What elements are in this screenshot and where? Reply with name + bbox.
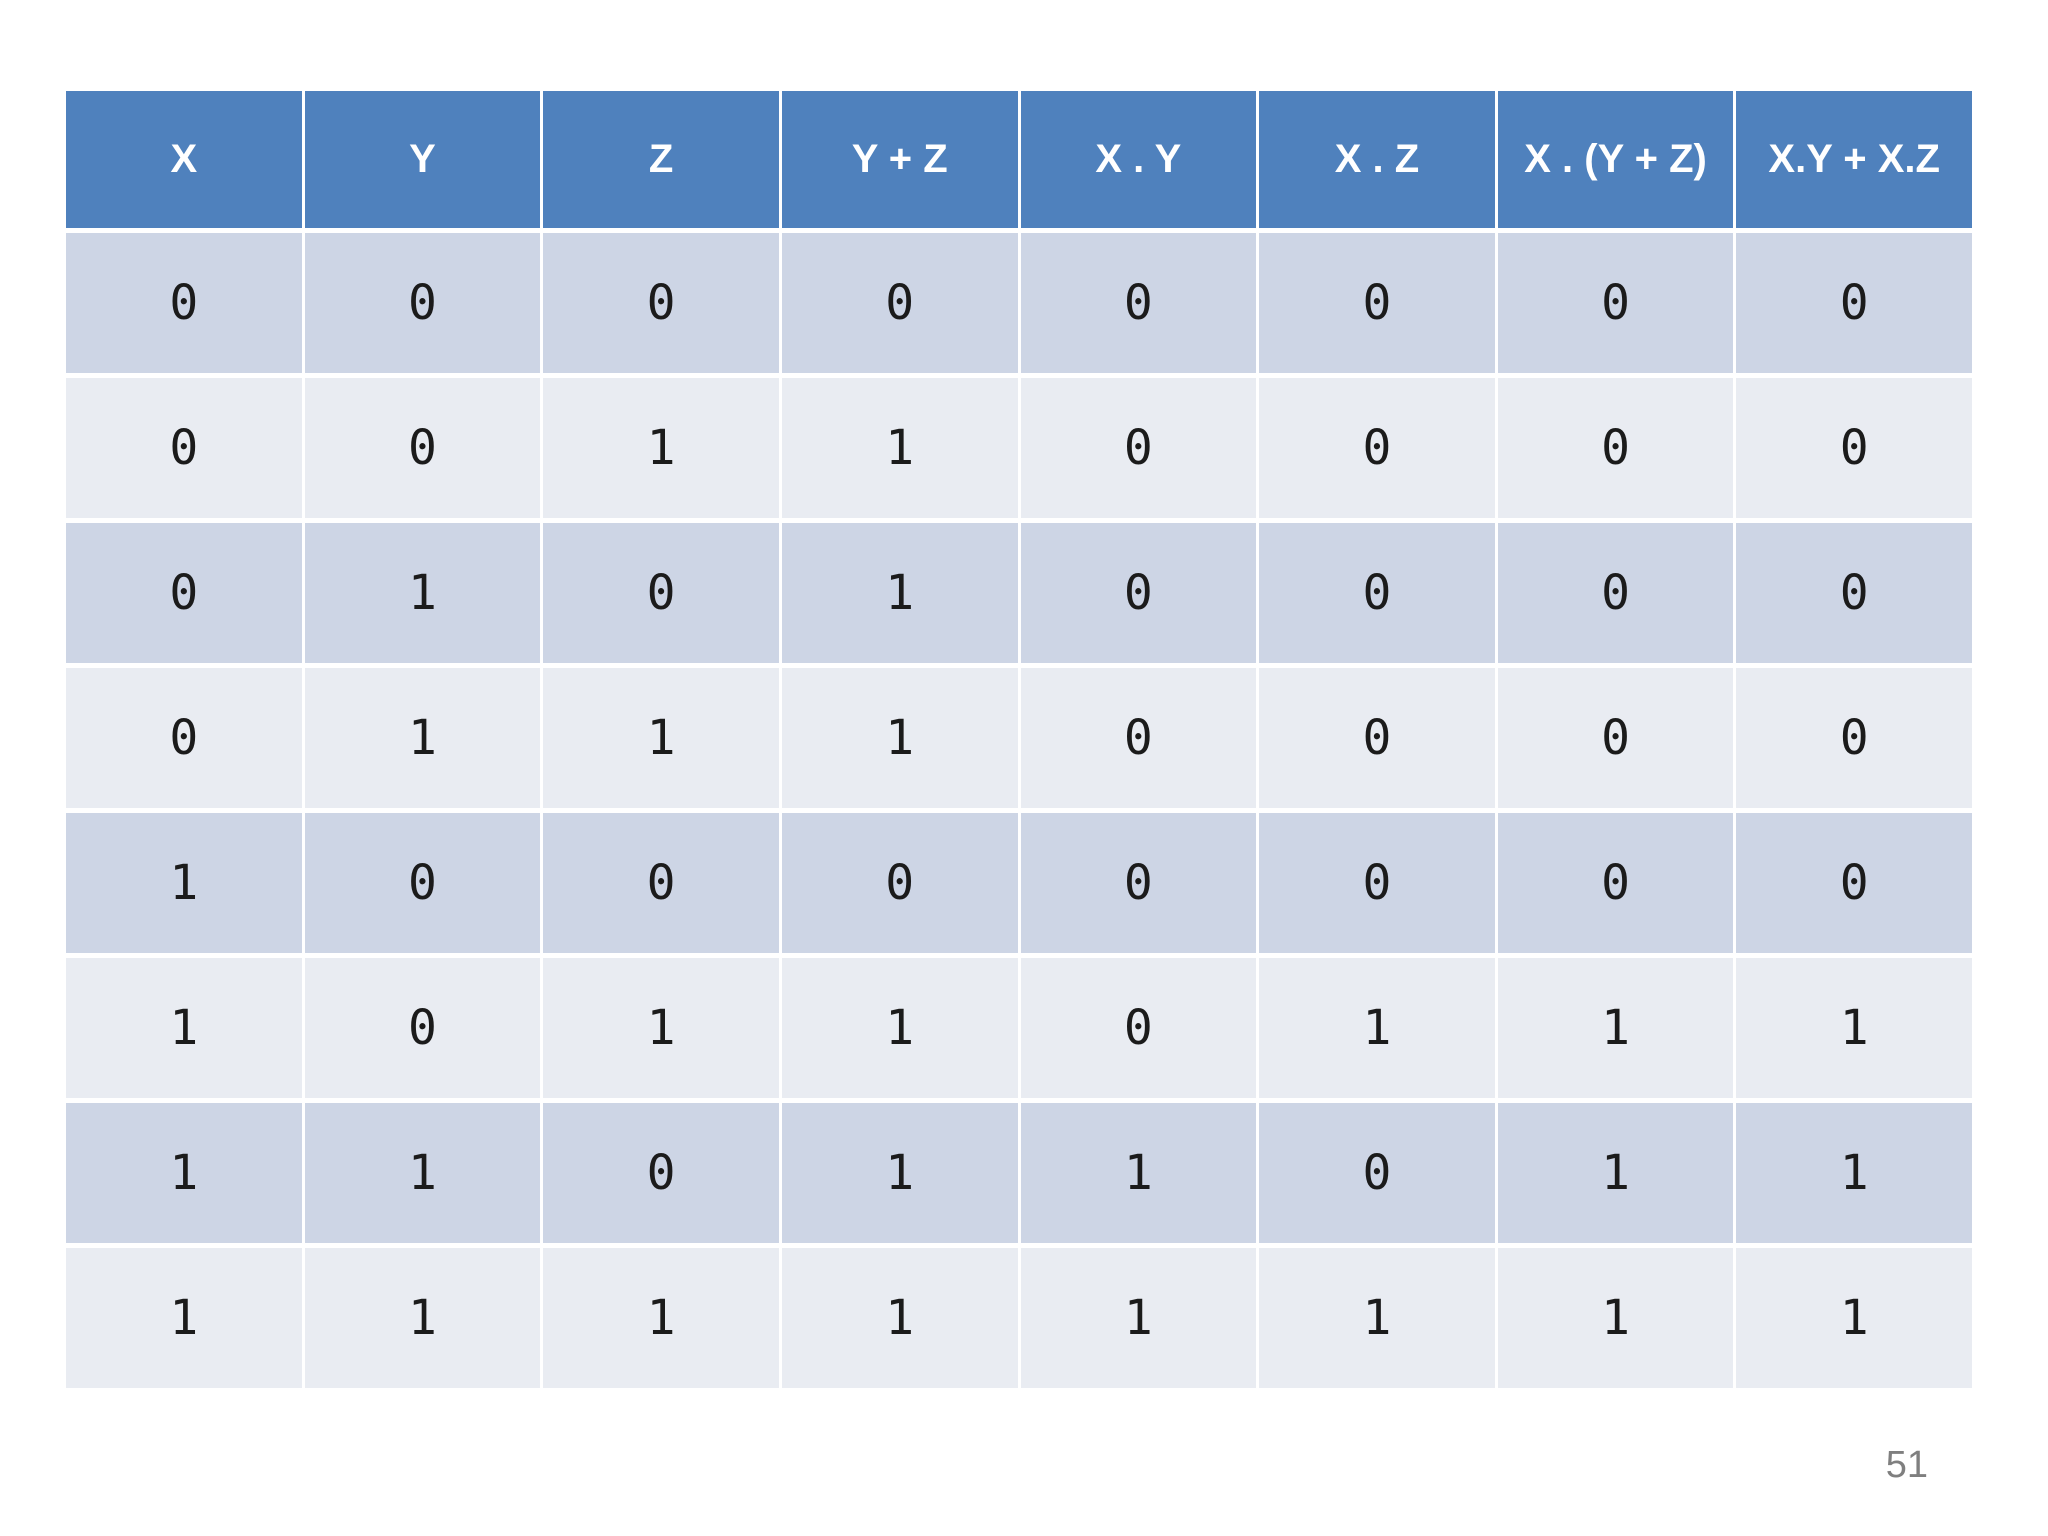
column-header: Y [304, 91, 541, 228]
table-cell: 1 [1736, 1248, 1972, 1388]
column-header: Y + Z [781, 91, 1018, 228]
table-cell: 0 [543, 813, 779, 953]
table-cell: 1 [543, 378, 779, 518]
table-cell: 1 [304, 523, 541, 663]
table-cell: 1 [1497, 958, 1734, 1098]
table-cell: 1 [66, 813, 302, 953]
table-cell: 0 [1736, 233, 1972, 373]
column-header: Z [543, 91, 779, 228]
table-cell: 1 [66, 958, 302, 1098]
table-cell: 0 [1736, 813, 1972, 953]
table-cell: 0 [1497, 813, 1734, 953]
table-cell: 0 [66, 233, 302, 373]
table-cell: 1 [781, 523, 1018, 663]
table-cell: 1 [1497, 1248, 1734, 1388]
table-cell: 0 [1259, 813, 1495, 953]
table-cell: 0 [1497, 523, 1734, 663]
column-header: X . Y [1020, 91, 1257, 228]
table-cell: 0 [781, 233, 1018, 373]
table-cell: 0 [1259, 668, 1495, 808]
column-header: X . (Y + Z) [1497, 91, 1734, 228]
table-cell: 0 [1020, 813, 1257, 953]
table-cell: 1 [1736, 1103, 1972, 1243]
column-header: X [66, 91, 302, 228]
table-cell: 1 [304, 1248, 541, 1388]
table-cell: 0 [1259, 378, 1495, 518]
table-cell: 0 [304, 378, 541, 518]
table-cell: 1 [66, 1103, 302, 1243]
table-cell: 0 [543, 523, 779, 663]
table-cell: 1 [543, 668, 779, 808]
table-cell: 1 [304, 1103, 541, 1243]
table-cell: 0 [304, 813, 541, 953]
table-cell: 1 [1259, 1248, 1495, 1388]
table-cell: 0 [1497, 233, 1734, 373]
table-cell: 1 [781, 1103, 1018, 1243]
table-cell: 1 [1497, 1103, 1734, 1243]
table-cell: 1 [1020, 1103, 1257, 1243]
table-cell: 0 [1497, 668, 1734, 808]
table-cell: 0 [1259, 233, 1495, 373]
table-cell: 1 [1259, 958, 1495, 1098]
table-cell: 0 [1259, 1103, 1495, 1243]
table-cell: 0 [66, 378, 302, 518]
table-cell: 0 [1020, 668, 1257, 808]
table-cell: 1 [543, 958, 779, 1098]
table-cell: 1 [304, 668, 541, 808]
table-cell: 1 [781, 668, 1018, 808]
table-cell: 0 [1020, 523, 1257, 663]
table-cell: 0 [1736, 378, 1972, 518]
table-cell: 1 [781, 378, 1018, 518]
table-cell: 0 [1736, 523, 1972, 663]
table-cell: 0 [66, 668, 302, 808]
table-cell: 0 [781, 813, 1018, 953]
table-cell: 0 [1020, 958, 1257, 1098]
table-cell: 0 [543, 1103, 779, 1243]
table-cell: 0 [1497, 378, 1734, 518]
column-header: X.Y + X.Z [1736, 91, 1972, 228]
table-cell: 1 [781, 1248, 1018, 1388]
table-cell: 0 [304, 233, 541, 373]
table-cell: 0 [1736, 668, 1972, 808]
page-number: 51 [1885, 1444, 1928, 1486]
table-cell: 0 [1020, 233, 1257, 373]
table-cell: 0 [304, 958, 541, 1098]
table-cell: 1 [1736, 958, 1972, 1098]
table-cell: 0 [1259, 523, 1495, 663]
table-cell: 1 [781, 958, 1018, 1098]
table-cell: 1 [1020, 1248, 1257, 1388]
table-cell: 1 [543, 1248, 779, 1388]
table-cell: 0 [66, 523, 302, 663]
table-cell: 0 [543, 233, 779, 373]
column-header: X . Z [1259, 91, 1495, 228]
table-cell: 1 [66, 1248, 302, 1388]
table-cell: 0 [1020, 378, 1257, 518]
